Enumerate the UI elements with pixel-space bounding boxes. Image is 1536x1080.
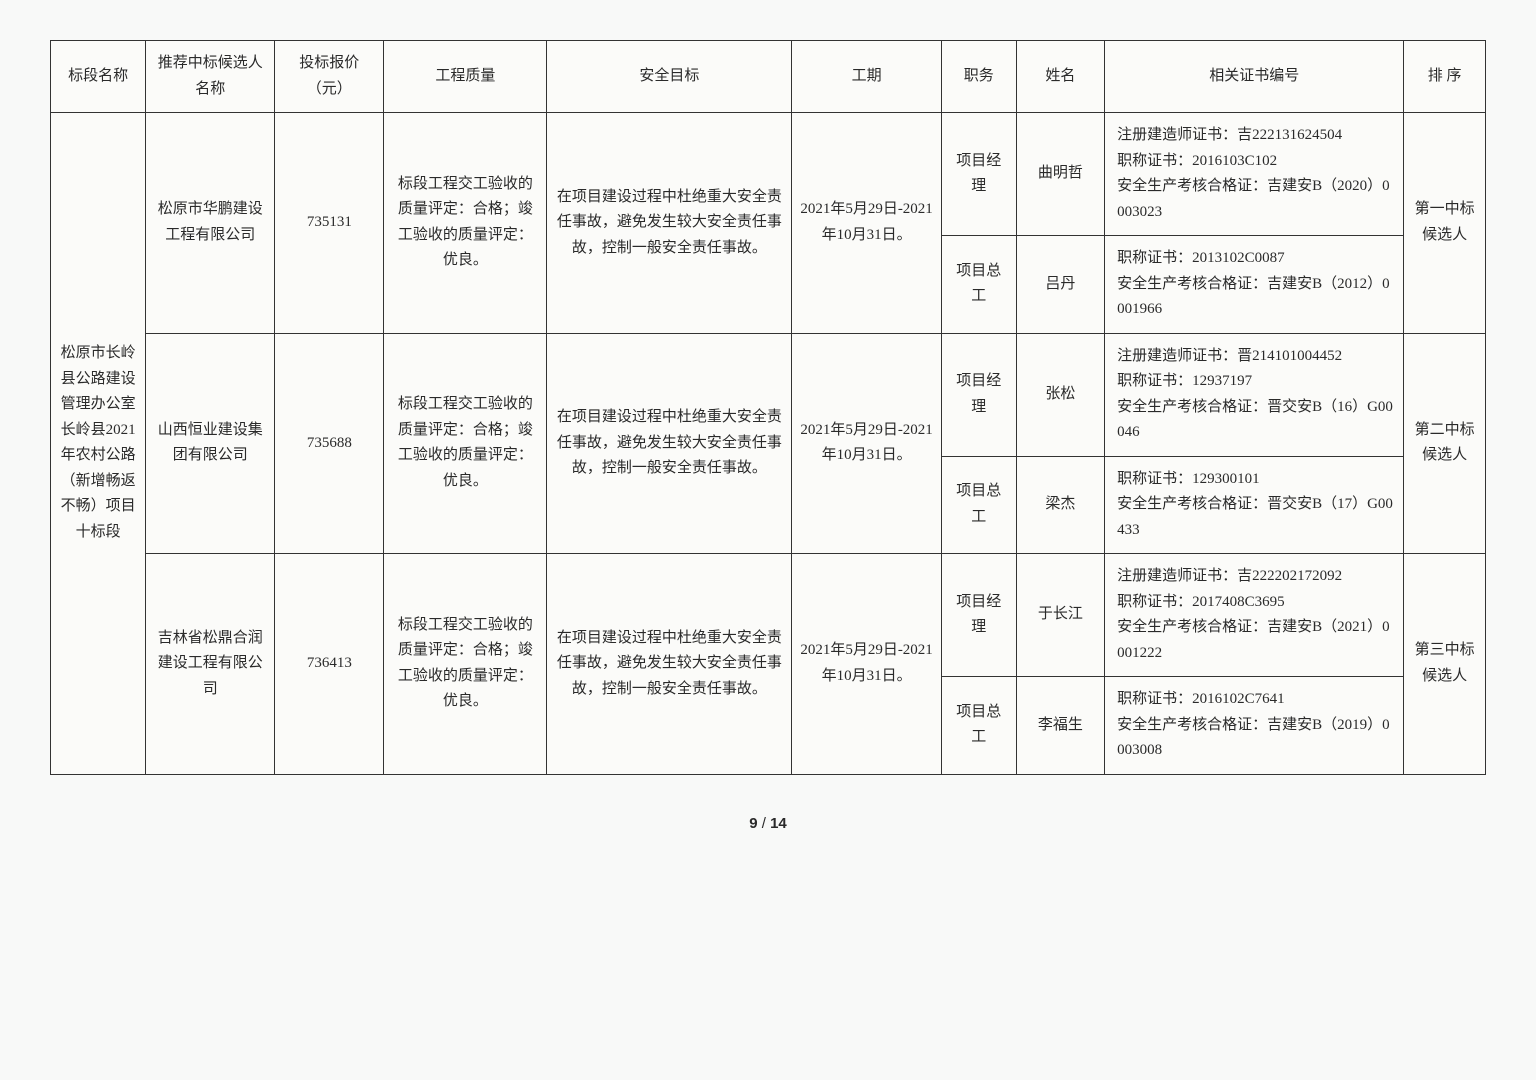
rank-cell: 第二中标候选人 [1404, 333, 1486, 554]
page-current: 9 [749, 815, 757, 832]
bid-table: 标段名称 推荐中标候选人名称 投标报价（元） 工程质量 安全目标 工期 职务 姓… [50, 40, 1486, 775]
quality-cell: 标段工程交工验收的质量评定：合格；竣工验收的质量评定：优良。 [384, 333, 547, 554]
name-cell: 于长江 [1016, 554, 1104, 677]
name-cell: 张松 [1016, 333, 1104, 456]
period-cell: 2021年5月29日-2021年10月31日。 [792, 113, 942, 334]
price-cell: 735688 [275, 333, 384, 554]
role-cell: 项目总工 [941, 456, 1016, 554]
name-cell: 李福生 [1016, 677, 1104, 775]
safety-cell: 在项目建设过程中杜绝重大安全责任事故，避免发生较大安全责任事故，控制一般安全责任… [547, 333, 792, 554]
section-cell: 松原市长岭县公路建设管理办公室长岭县2021年农村公路（新增畅返不畅）项目十标段 [51, 113, 146, 775]
rank-cell: 第三中标候选人 [1404, 554, 1486, 775]
rank-cell: 第一中标候选人 [1404, 113, 1486, 334]
h-rank: 排 序 [1404, 41, 1486, 113]
quality-cell: 标段工程交工验收的质量评定：合格；竣工验收的质量评定：优良。 [384, 554, 547, 775]
cert-cell: 注册建造师证书：吉222131624504职称证书：2016103C102安全生… [1105, 113, 1404, 236]
table-row: 山西恒业建设集团有限公司735688标段工程交工验收的质量评定：合格；竣工验收的… [51, 333, 1486, 456]
quality-cell: 标段工程交工验收的质量评定：合格；竣工验收的质量评定：优良。 [384, 113, 547, 334]
cert-cell: 注册建造师证书：吉222202172092职称证书：2017408C3695安全… [1105, 554, 1404, 677]
cert-cell: 职称证书：129300101安全生产考核合格证：晋交安B（17）G00433 [1105, 456, 1404, 554]
page-total: 14 [770, 815, 787, 832]
h-name: 姓名 [1016, 41, 1104, 113]
role-cell: 项目总工 [941, 236, 1016, 334]
h-section: 标段名称 [51, 41, 146, 113]
page-sep: / [758, 815, 771, 832]
header-row: 标段名称 推荐中标候选人名称 投标报价（元） 工程质量 安全目标 工期 职务 姓… [51, 41, 1486, 113]
price-cell: 736413 [275, 554, 384, 775]
candidate-cell: 松原市华鹏建设工程有限公司 [146, 113, 275, 334]
page-footer: 9 / 14 [50, 815, 1486, 832]
h-period: 工期 [792, 41, 942, 113]
cert-cell: 职称证书：2013102C0087安全生产考核合格证：吉建安B（2012）000… [1105, 236, 1404, 334]
period-cell: 2021年5月29日-2021年10月31日。 [792, 554, 942, 775]
name-cell: 梁杰 [1016, 456, 1104, 554]
period-cell: 2021年5月29日-2021年10月31日。 [792, 333, 942, 554]
table-row: 吉林省松鼎合润建设工程有限公司736413标段工程交工验收的质量评定：合格；竣工… [51, 554, 1486, 677]
candidate-cell: 山西恒业建设集团有限公司 [146, 333, 275, 554]
role-cell: 项目总工 [941, 677, 1016, 775]
candidate-cell: 吉林省松鼎合润建设工程有限公司 [146, 554, 275, 775]
h-quality: 工程质量 [384, 41, 547, 113]
cert-cell: 职称证书：2016102C7641安全生产考核合格证：吉建安B（2019）000… [1105, 677, 1404, 775]
table-row: 松原市长岭县公路建设管理办公室长岭县2021年农村公路（新增畅返不畅）项目十标段… [51, 113, 1486, 236]
name-cell: 吕丹 [1016, 236, 1104, 334]
role-cell: 项目经理 [941, 554, 1016, 677]
h-role: 职务 [941, 41, 1016, 113]
price-cell: 735131 [275, 113, 384, 334]
safety-cell: 在项目建设过程中杜绝重大安全责任事故，避免发生较大安全责任事故，控制一般安全责任… [547, 554, 792, 775]
role-cell: 项目经理 [941, 333, 1016, 456]
role-cell: 项目经理 [941, 113, 1016, 236]
h-candidate: 推荐中标候选人名称 [146, 41, 275, 113]
safety-cell: 在项目建设过程中杜绝重大安全责任事故，避免发生较大安全责任事故，控制一般安全责任… [547, 113, 792, 334]
h-price: 投标报价（元） [275, 41, 384, 113]
h-safety: 安全目标 [547, 41, 792, 113]
name-cell: 曲明哲 [1016, 113, 1104, 236]
h-cert: 相关证书编号 [1105, 41, 1404, 113]
cert-cell: 注册建造师证书：晋214101004452职称证书：12937197安全生产考核… [1105, 333, 1404, 456]
